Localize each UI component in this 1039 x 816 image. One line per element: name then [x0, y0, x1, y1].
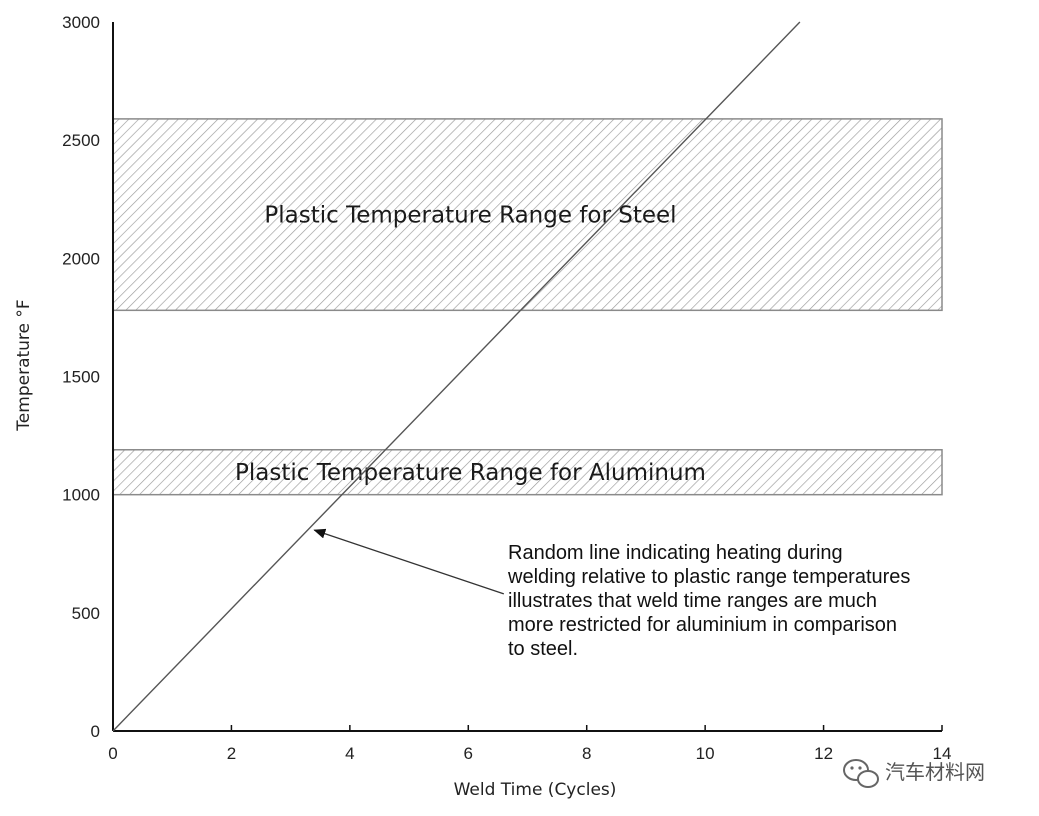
ticks-layer: 0 500 1000 1500 2000 2500 3000 0 2 4 6 8 10 12 14 — [62, 13, 951, 763]
annotation-arrow — [313, 528, 505, 595]
y-axis-title: Temperature °F — [14, 299, 34, 431]
series-layer — [112, 21, 801, 732]
y-tick-label: 500 — [72, 604, 100, 623]
band-1 — [112, 449, 943, 496]
annotation-line: Random line indicating heating during — [508, 542, 843, 564]
band-label-0: Plastic Temperature Range for Steel — [264, 203, 676, 229]
x-tick-label: 2 — [227, 744, 236, 763]
wechat-icon — [843, 759, 879, 788]
y-tick-label: 2500 — [62, 131, 100, 150]
annotation: Random line indicating heating duringwel… — [313, 528, 910, 660]
series-line-0 — [112, 21, 801, 732]
x-tick-label: 10 — [696, 744, 715, 763]
x-tick-label: 14 — [933, 744, 952, 763]
annotation-line: illustrates that weld time ranges are mu… — [508, 590, 877, 612]
x-axis-title: Weld Time (Cycles) — [454, 780, 617, 800]
y-tick-label: 2000 — [62, 249, 100, 268]
y-tick-label: 1500 — [62, 368, 100, 387]
x-tick-label: 12 — [814, 744, 833, 763]
y-tick-label: 3000 — [62, 13, 100, 32]
annotation-line: to steel. — [508, 638, 578, 660]
x-tick-label: 6 — [464, 744, 473, 763]
band-0 — [112, 118, 943, 312]
band-label-1: Plastic Temperature Range for Aluminum — [235, 460, 706, 486]
y-tick-label: 0 — [91, 722, 100, 741]
annotation-line: more restricted for aluminium in compari… — [508, 614, 897, 636]
watermark: 汽车材料网 — [843, 759, 985, 788]
axes — [112, 22, 942, 732]
bands-layer: Plastic Temperature Range for Steel Plast… — [112, 118, 943, 496]
y-tick-label: 1000 — [62, 486, 100, 505]
x-tick-label: 8 — [582, 744, 591, 763]
x-tick-label: 0 — [108, 744, 117, 763]
annotation-line: welding relative to plastic range temper… — [507, 566, 910, 588]
x-tick-label: 4 — [345, 744, 354, 763]
watermark-text: 汽车材料网 — [885, 760, 985, 784]
